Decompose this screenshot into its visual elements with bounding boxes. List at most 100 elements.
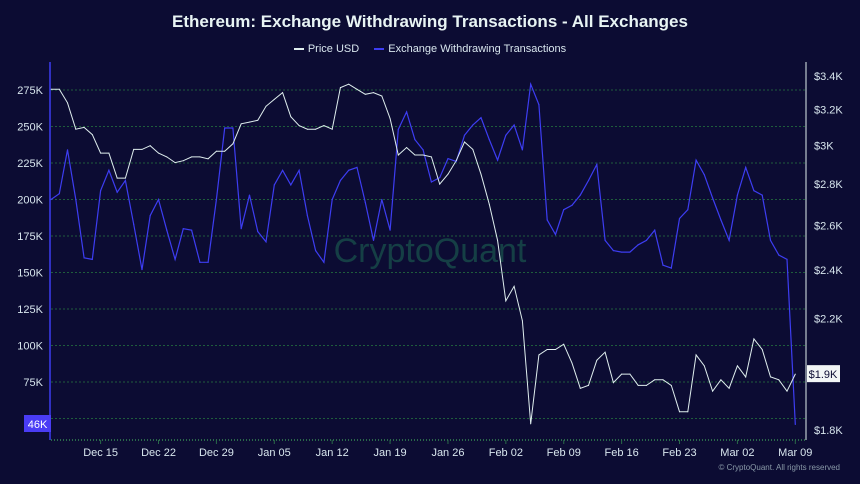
point-withdrawals [563,209,565,211]
point-price [521,320,523,322]
point-price [588,384,590,386]
point-price [505,300,507,302]
point-price [720,379,722,381]
point-withdrawals [472,124,474,126]
point-price [91,134,93,136]
point-price [571,362,573,364]
point-withdrawals [66,149,69,151]
point-withdrawals [215,198,217,201]
point-price [645,384,647,386]
point-price [282,92,284,94]
right-tick-label: $2.6K [814,220,843,232]
point-price [654,379,656,381]
point-price [538,354,540,356]
point-withdrawals [290,184,292,186]
point-price [83,126,85,128]
point-price [414,154,416,156]
right-tick-label: $1.8K [814,425,843,437]
point-price [116,177,118,179]
point-price [306,128,308,130]
right-tick-label: $2.8K [814,179,843,191]
point-withdrawals [298,169,300,171]
point-withdrawals [414,139,416,141]
point-withdrawals [381,198,383,201]
point-withdrawals [703,174,705,176]
point-price [670,384,672,386]
point-price [430,156,432,158]
point-withdrawals [753,190,755,192]
point-price [124,177,126,179]
point-price [579,387,581,389]
point-price [348,83,350,85]
point-price [298,125,300,127]
point-price [439,183,441,185]
x-tick-label: Dec 29 [199,447,234,459]
point-withdrawals [654,229,656,231]
point-withdrawals [761,194,763,196]
left-tick-label: 100K [17,341,43,353]
legend-item-withdrawals[interactable]: Exchange Withdrawing Transactions [374,43,566,55]
point-withdrawals [505,134,507,136]
point-price [323,125,325,127]
point-withdrawals [612,250,614,252]
legend-item-price[interactable]: Price USD [293,43,359,55]
point-price [554,349,556,351]
point-withdrawals [75,198,77,201]
point-price [563,343,565,345]
point-withdrawals [331,198,333,201]
point-price [621,373,623,375]
point-withdrawals [538,104,540,106]
point-price [629,373,631,375]
point-price [339,87,341,89]
point-price [464,141,465,143]
point-withdrawals [207,261,209,263]
right-tick-label: $2.2K [814,313,843,325]
point-withdrawals [687,209,689,211]
point-withdrawals [621,251,623,253]
point-price [240,123,242,125]
x-tick-label: Dec 15 [83,447,118,459]
point-price [174,162,176,164]
point-price [257,119,259,121]
point-withdrawals [224,127,226,129]
right-tick-label: $2.4K [814,265,843,277]
point-withdrawals [232,127,234,129]
point-withdrawals [133,223,135,225]
point-price [753,338,755,340]
point-price [662,379,664,381]
point-withdrawals [629,251,631,253]
point-price [364,93,366,95]
point-price [215,150,217,152]
point-withdrawals [662,264,664,266]
point-withdrawals [315,250,317,252]
last-value-badge-price [807,365,840,383]
left-tick-label: 175K [17,231,43,243]
point-withdrawals [108,169,110,171]
point-withdrawals [422,149,424,151]
point-withdrawals [182,228,184,230]
point-price [166,156,168,158]
point-price [679,411,681,413]
point-price [596,359,598,361]
point-price [182,160,184,162]
point-price [712,390,714,392]
point-withdrawals [769,239,772,241]
point-withdrawals [83,257,85,259]
last-value-label-withdrawals: 46K [28,419,48,431]
legend-label-withdrawals: Exchange Withdrawing Transactions [388,43,567,55]
point-withdrawals [587,179,590,182]
point-withdrawals [141,268,143,271]
point-price [224,150,226,152]
point-price [687,411,689,413]
point-withdrawals [480,117,482,119]
point-price [108,152,110,154]
point-price [769,376,771,378]
point-price [133,148,135,150]
right-tick-label: $3.4K [814,71,843,83]
point-withdrawals [248,194,251,196]
point-withdrawals [794,423,796,425]
point-withdrawals [116,191,118,193]
point-price [637,384,639,386]
point-withdrawals [546,219,548,221]
point-withdrawals [199,261,201,263]
